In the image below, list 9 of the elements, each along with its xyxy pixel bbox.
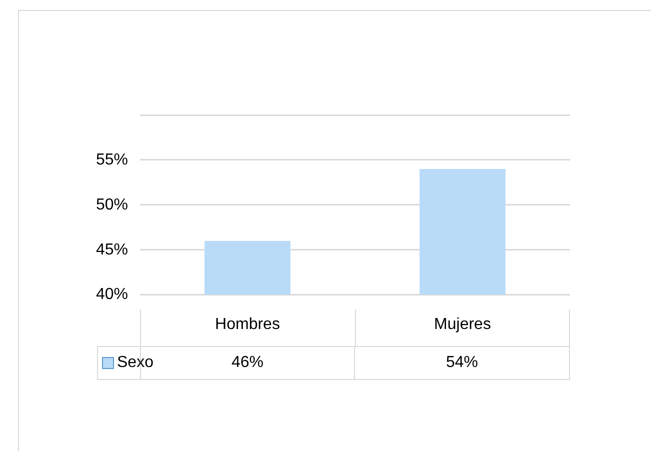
data-label: 46% [231,354,264,371]
data-label: 54% [444,353,480,373]
y-tick-label: 50% [96,196,128,214]
y-tick-label: 55% [96,151,128,168]
y-tick-label: 45% [96,241,128,258]
legend-label: Sexo [117,354,154,372]
x-tick-label: Hombres [215,316,280,333]
y-tick-label: 40% [96,286,128,304]
x-tick-label: Mujeres [434,316,491,333]
